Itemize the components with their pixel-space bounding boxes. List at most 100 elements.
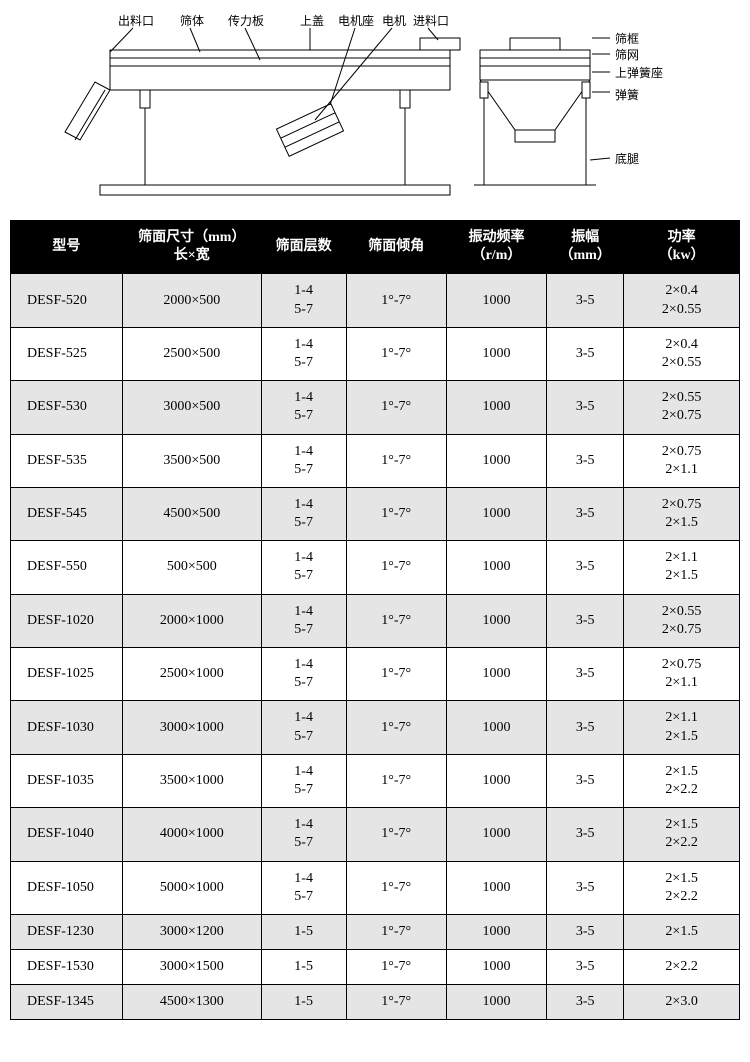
table-cell: 1-45-7 — [261, 487, 346, 540]
table-cell: 2×0.42×0.55 — [624, 274, 740, 327]
table-cell: 1-45-7 — [261, 861, 346, 914]
table-cell: 3-5 — [547, 950, 624, 985]
table-cell: 1-45-7 — [261, 381, 346, 434]
table-cell: 2×0.552×0.75 — [624, 594, 740, 647]
table-row: DESF-10505000×10001-45-71°-7°10003-52×1.… — [11, 861, 740, 914]
table-cell: 2×2.2 — [624, 950, 740, 985]
th-power: 功率（kw） — [624, 221, 740, 274]
table-row: DESF-10353500×10001-45-71°-7°10003-52×1.… — [11, 754, 740, 807]
table-cell: 3-5 — [547, 861, 624, 914]
diagram-label: 筛框 — [615, 30, 639, 47]
spec-table: 型号 筛面尺寸（mm）长×宽 筛面层数 筛面倾角 振动频率（r/m） 振幅（mm… — [10, 220, 740, 1020]
th-size: 筛面尺寸（mm）长×宽 — [122, 221, 261, 274]
table-cell: 1000 — [446, 808, 546, 861]
table-cell: 1°-7° — [346, 594, 446, 647]
table-cell: DESF-1530 — [11, 950, 123, 985]
table-cell: 3000×1200 — [122, 914, 261, 949]
table-cell: DESF-1020 — [11, 594, 123, 647]
table-cell: 2×1.52×2.2 — [624, 754, 740, 807]
diagram-label: 上盖 — [300, 12, 324, 29]
table-cell: DESF-1345 — [11, 985, 123, 1020]
table-row: DESF-12303000×12001-51°-7°10003-52×1.5 — [11, 914, 740, 949]
diagram-label: 筛体 — [180, 12, 204, 29]
table-cell: 1°-7° — [346, 861, 446, 914]
table-cell: 3000×1000 — [122, 701, 261, 754]
table-cell: 2500×500 — [122, 327, 261, 380]
table-cell: 1-45-7 — [261, 327, 346, 380]
table-cell: DESF-1035 — [11, 754, 123, 807]
table-cell: 2×1.12×1.5 — [624, 541, 740, 594]
table-cell: 1000 — [446, 648, 546, 701]
diagram-label: 电机 — [382, 12, 406, 29]
table-cell: 1000 — [446, 914, 546, 949]
table-cell: 3-5 — [547, 327, 624, 380]
table-cell: 4500×500 — [122, 487, 261, 540]
table-cell: 1-45-7 — [261, 274, 346, 327]
table-cell: DESF-545 — [11, 487, 123, 540]
diagram-label: 出料口 — [118, 12, 154, 29]
table-cell: 1-45-7 — [261, 541, 346, 594]
table-cell: 2000×1000 — [122, 594, 261, 647]
table-cell: 3-5 — [547, 434, 624, 487]
table-cell: 1-5 — [261, 985, 346, 1020]
diagram-label: 上弹簧座 — [615, 64, 663, 81]
table-cell: 4000×1000 — [122, 808, 261, 861]
table-cell: 3-5 — [547, 274, 624, 327]
table-row: DESF-5353500×5001-45-71°-7°10003-52×0.75… — [11, 434, 740, 487]
table-cell: 500×500 — [122, 541, 261, 594]
table-cell: 1-45-7 — [261, 594, 346, 647]
table-cell: 2×1.12×1.5 — [624, 701, 740, 754]
table-cell: 1-45-7 — [261, 434, 346, 487]
table-body: DESF-5202000×5001-45-71°-7°10003-52×0.42… — [11, 274, 740, 1020]
table-row: DESF-10252500×10001-45-71°-7°10003-52×0.… — [11, 648, 740, 701]
table-cell: 1000 — [446, 274, 546, 327]
table-cell: 1°-7° — [346, 754, 446, 807]
table-row: DESF-5202000×5001-45-71°-7°10003-52×0.42… — [11, 274, 740, 327]
diagram-label: 电机座 — [338, 12, 374, 29]
table-cell: 1°-7° — [346, 808, 446, 861]
diagram-label: 进料口 — [413, 12, 449, 29]
table-cell: 3000×500 — [122, 381, 261, 434]
diagram-label: 底腿 — [615, 150, 639, 167]
table-cell: 4500×1300 — [122, 985, 261, 1020]
table-cell: 1000 — [446, 985, 546, 1020]
table-cell: 1°-7° — [346, 327, 446, 380]
table-cell: 3-5 — [547, 594, 624, 647]
table-cell: 1°-7° — [346, 985, 446, 1020]
table-cell: 2×0.752×1.1 — [624, 648, 740, 701]
table-row: DESF-550500×5001-45-71°-7°10003-52×1.12×… — [11, 541, 740, 594]
table-cell: 1000 — [446, 950, 546, 985]
table-header-row: 型号 筛面尺寸（mm）长×宽 筛面层数 筛面倾角 振动频率（r/m） 振幅（mm… — [11, 221, 740, 274]
table-cell: 1°-7° — [346, 381, 446, 434]
table-cell: DESF-1050 — [11, 861, 123, 914]
th-amp: 振幅（mm） — [547, 221, 624, 274]
table-cell: DESF-1230 — [11, 914, 123, 949]
table-cell: 2×0.42×0.55 — [624, 327, 740, 380]
table-cell: 5000×1000 — [122, 861, 261, 914]
table-cell: 3500×500 — [122, 434, 261, 487]
table-row: DESF-13454500×13001-51°-7°10003-52×3.0 — [11, 985, 740, 1020]
diagram-label: 筛网 — [615, 46, 639, 63]
table-cell: 3-5 — [547, 914, 624, 949]
table-cell: 1000 — [446, 701, 546, 754]
table-cell: 2×0.552×0.75 — [624, 381, 740, 434]
table-cell: 1°-7° — [346, 487, 446, 540]
table-cell: 1000 — [446, 594, 546, 647]
table-cell: DESF-535 — [11, 434, 123, 487]
table-cell: 2×3.0 — [624, 985, 740, 1020]
table-cell: 1000 — [446, 381, 546, 434]
th-model: 型号 — [11, 221, 123, 274]
th-freq: 振动频率（r/m） — [446, 221, 546, 274]
table-cell: 1°-7° — [346, 541, 446, 594]
table-cell: 1000 — [446, 541, 546, 594]
table-row: DESF-10202000×10001-45-71°-7°10003-52×0.… — [11, 594, 740, 647]
table-cell: 3000×1500 — [122, 950, 261, 985]
table-cell: 1000 — [446, 754, 546, 807]
table-cell: 3-5 — [547, 754, 624, 807]
table-cell: DESF-1030 — [11, 701, 123, 754]
table-cell: 1°-7° — [346, 434, 446, 487]
table-cell: 1-45-7 — [261, 808, 346, 861]
table-row: DESF-5454500×5001-45-71°-7°10003-52×0.75… — [11, 487, 740, 540]
table-cell: 3-5 — [547, 985, 624, 1020]
th-layers: 筛面层数 — [261, 221, 346, 274]
